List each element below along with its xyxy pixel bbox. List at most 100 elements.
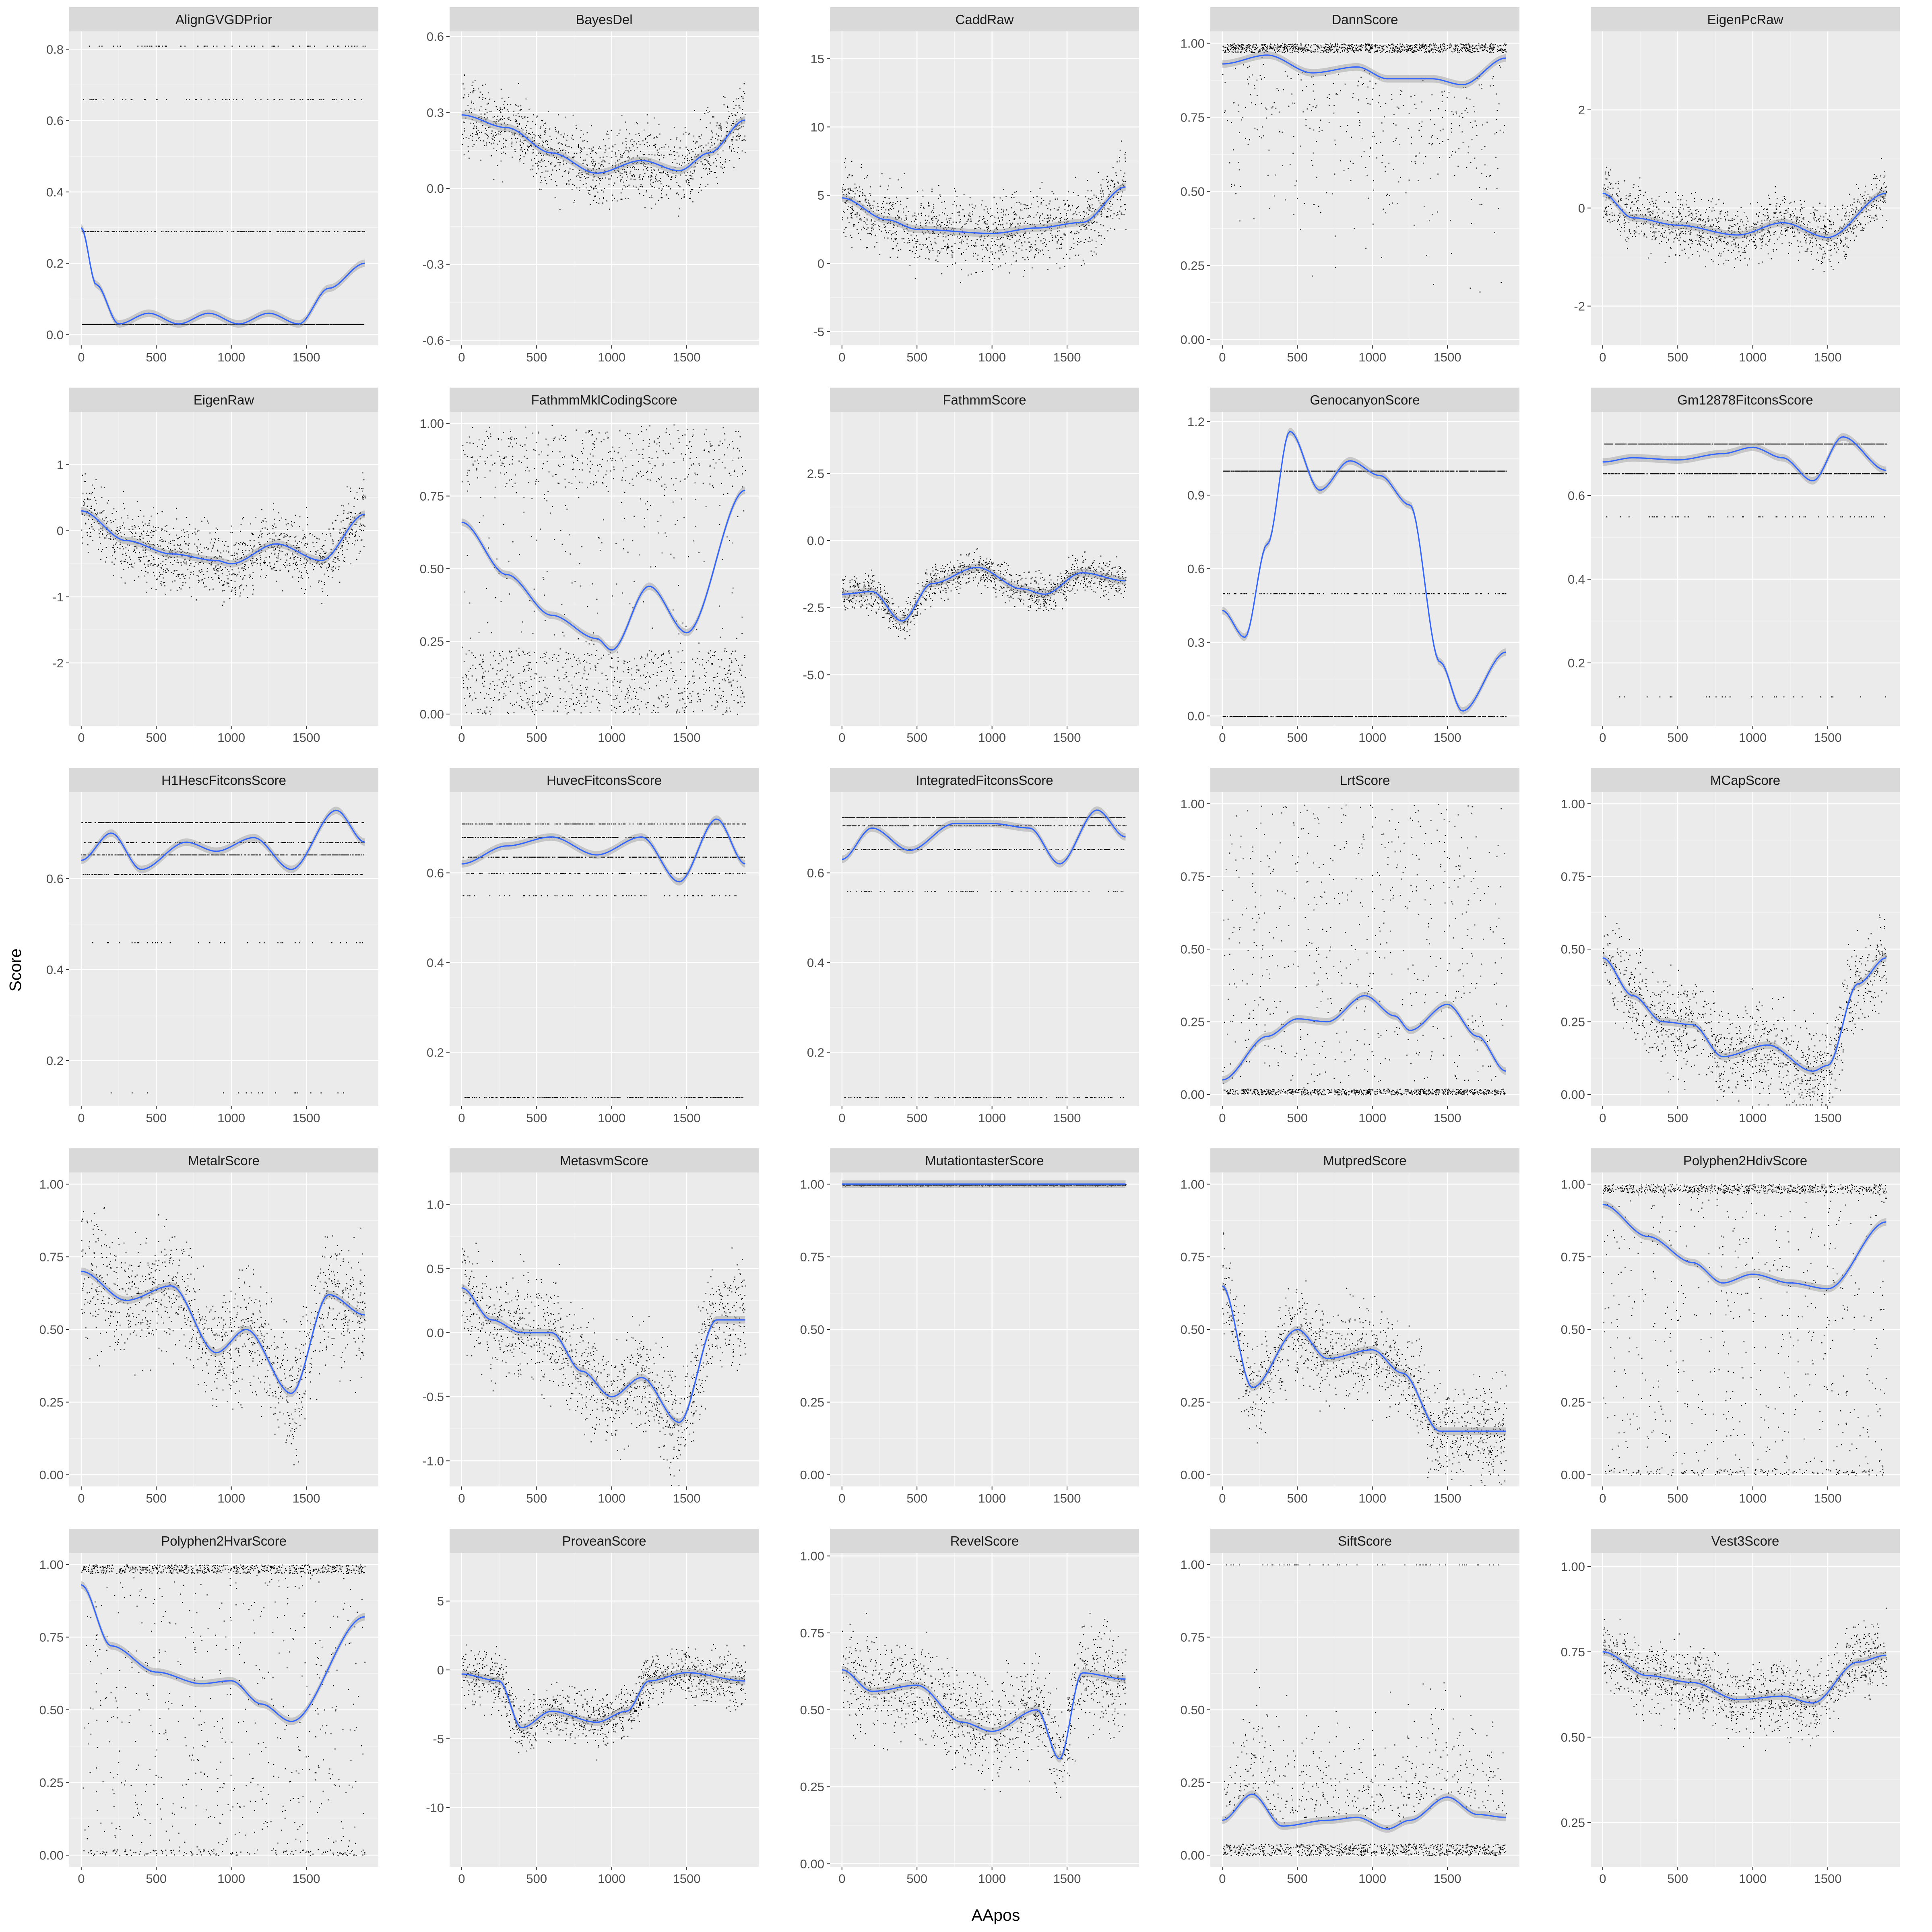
x-tick-label: 1500 (673, 350, 701, 364)
x-tick-label: 1000 (1739, 731, 1767, 745)
x-tick-label: 500 (1287, 1491, 1308, 1505)
x-tick-label: 0 (838, 731, 845, 745)
y-tick-label: 0 (57, 524, 64, 538)
facet-panel-genocanyonscore: GenocanyonScore 0 500 1000 1500 0.0 0.3 0.6 0.9 1… (1187, 388, 1519, 745)
facet-strip (69, 1148, 378, 1172)
smooth-line (81, 1584, 365, 1722)
x-tick-label: 1500 (1814, 1872, 1842, 1886)
x-tick-label: 1500 (1814, 731, 1842, 745)
y-tick-label: 1.00 (800, 1177, 824, 1191)
x-tick-label: 1000 (978, 1111, 1006, 1125)
smooth-ribbon (1222, 1790, 1506, 1833)
y-tick-label: 1.00 (800, 1549, 824, 1563)
point-cloud (842, 1613, 1127, 1798)
x-tick-label: 1500 (1434, 350, 1461, 364)
point-cloud (842, 1184, 1127, 1187)
x-tick-label: 1000 (598, 1872, 625, 1886)
x-tick-label: 1500 (1814, 350, 1842, 364)
x-tick-label: 1000 (598, 731, 625, 745)
panel-background (69, 31, 378, 345)
x-tick-label: 0 (838, 1111, 845, 1125)
data-points (842, 140, 1127, 283)
x-tick-label: 1000 (598, 1111, 625, 1125)
facet-panel-dannscore: DannScore 0 500 1000 1500 0.00 0.25 0.50 0.75 1.0… (1181, 7, 1519, 364)
y-tick-label: 0.75 (1561, 869, 1585, 883)
smooth-line (461, 489, 745, 651)
x-tick-label: 1500 (1434, 731, 1461, 745)
facet-strip (1591, 1529, 1900, 1553)
facet-title: H1HescFitconsScore (161, 773, 286, 788)
y-tick-label: 0.3 (427, 105, 444, 120)
x-tick-label: 1000 (1358, 731, 1386, 745)
panel-background (450, 792, 759, 1106)
y-tick-label: 1.00 (1181, 797, 1205, 811)
y-tick-label: 0.6 (1568, 489, 1585, 503)
smooth-line (1222, 1285, 1506, 1432)
y-tick-label: 0.4 (1568, 572, 1585, 586)
x-tick-label: 1000 (978, 1872, 1006, 1886)
y-tick-label: 0.50 (1561, 942, 1585, 956)
y-tick-label: 0.75 (1181, 110, 1205, 124)
panel-background (450, 1172, 759, 1486)
x-tick-label: 1500 (673, 1872, 701, 1886)
x-tick-label: 500 (906, 1872, 927, 1886)
y-tick-label: -1.0 (423, 1454, 444, 1468)
smooth-ribbon (461, 815, 745, 886)
y-tick-label: 0.00 (39, 1468, 64, 1482)
y-tick-label: 1.00 (39, 1177, 64, 1191)
facet-strip (69, 388, 378, 412)
y-tick-label: 0.6 (427, 30, 444, 44)
x-tick-label: 1500 (1814, 1111, 1842, 1125)
x-tick-label: 1000 (598, 350, 625, 364)
y-tick-label: -2.5 (803, 601, 824, 615)
point-cloud (462, 1243, 746, 1486)
y-tick-label: 0.3 (1187, 636, 1205, 650)
facet-strip (69, 1529, 378, 1553)
y-axis-title: Score (6, 948, 25, 991)
y-tick-label: 0.75 (39, 1630, 64, 1644)
facet-panel-gm12878fitconsscore: Gm12878FitconsScore 0 500 1000 1500 0.2 0.4 0.6 (1568, 388, 1900, 745)
y-tick-label: 0.00 (1181, 1468, 1205, 1482)
y-tick-label: 1.00 (1561, 1560, 1585, 1574)
smooth-line (461, 818, 745, 883)
y-tick-label: -1 (52, 590, 64, 604)
y-tick-label: 0.00 (1181, 1088, 1205, 1102)
facet-panel-eigenpcraw: EigenPcRaw 0 500 1000 1500 -2 0 2 (1574, 7, 1900, 364)
y-tick-label: 0.2 (46, 256, 64, 270)
x-tick-label: 1000 (1358, 350, 1386, 364)
y-tick-label: 0.25 (1561, 1015, 1585, 1029)
facet-panel-vest3score: Vest3Score 0 500 1000 1500 0.25 0.50 0.75 1.00 (1561, 1529, 1900, 1886)
smooth-line (1602, 1203, 1887, 1290)
smooth-line (842, 567, 1126, 622)
x-tick-label: 1000 (217, 350, 245, 364)
x-tick-label: 0 (1219, 1491, 1226, 1505)
x-tick-label: 1000 (1739, 1872, 1767, 1886)
y-tick-label: 0.4 (46, 185, 64, 199)
y-tick-label: 1.2 (1187, 415, 1205, 429)
y-tick-label: 0.00 (1181, 1848, 1205, 1862)
facet-strip (1210, 768, 1519, 792)
x-tick-label: 0 (838, 350, 845, 364)
facet-strip (1210, 7, 1519, 31)
x-tick-label: 0 (838, 1491, 845, 1505)
point-cloud (842, 140, 1127, 283)
smooth-ribbon (842, 183, 1126, 237)
facet-panel-caddraw: CaddRaw 0 500 1000 1500 -5 0 5 10 15 (811, 7, 1139, 364)
x-tick-label: 0 (78, 1491, 85, 1505)
y-tick-label: 0.2 (807, 1045, 824, 1059)
y-tick-label: 0.50 (1181, 1323, 1205, 1337)
facet-strip (1210, 1148, 1519, 1172)
smooth-line (81, 510, 365, 565)
x-tick-label: 0 (458, 1111, 465, 1125)
facet-title: MCapScore (1710, 773, 1780, 788)
facet-panel-mutpredscore: MutpredScore 0 500 1000 1500 0.00 0.25 0.50 0.75… (1181, 1148, 1519, 1505)
y-tick-label: 1.00 (39, 1558, 64, 1572)
facet-title: LrtScore (1340, 773, 1390, 788)
facet-panel-fathmmmklcodingscore: FathmmMklCodingScore 0 500 1000 1500 0.00 0.25… (420, 388, 759, 745)
y-tick-label: 2.5 (807, 466, 824, 481)
y-tick-label: 0.25 (39, 1395, 64, 1410)
smooth-ribbon (842, 806, 1126, 868)
facet-panel-integratedfitconsscore: IntegratedFitconsScore 0 500 1000 1500 0.2 0.4… (807, 768, 1139, 1125)
y-tick-label: 1.00 (420, 417, 444, 431)
y-tick-label: 0.6 (807, 866, 824, 880)
